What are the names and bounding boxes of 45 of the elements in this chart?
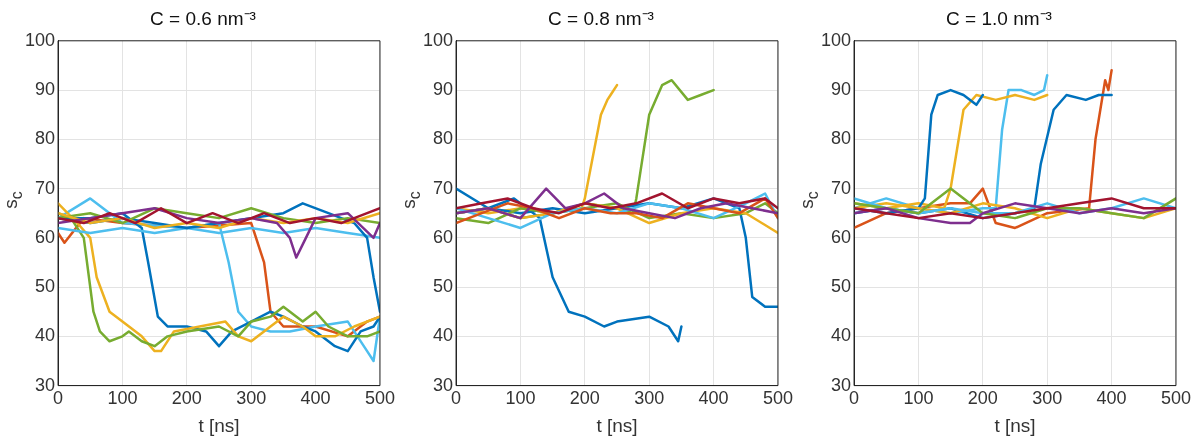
- x-tick-label: 0: [849, 388, 860, 409]
- y-tick-label: 80: [831, 128, 852, 149]
- x-tick-label: 400: [300, 388, 331, 409]
- x-axis-title: t [ns]: [596, 414, 638, 436]
- y-tick-label: 40: [433, 325, 454, 346]
- chart-title: C = 0.8 nm⁻³: [548, 7, 654, 29]
- x-tick-label: 200: [967, 388, 998, 409]
- chart-title: C = 1.0 nm⁻³: [946, 7, 1052, 29]
- x-tick-label: 500: [1160, 388, 1192, 409]
- y-tick-label: 80: [433, 128, 454, 149]
- x-axis-title: t [ns]: [994, 414, 1036, 436]
- y-tick-label: 60: [433, 226, 454, 247]
- y-tick-label: 90: [831, 79, 852, 100]
- x-tick-label: 0: [451, 388, 462, 409]
- x-tick-label: 400: [698, 388, 729, 409]
- y-tick-label: 70: [831, 177, 852, 198]
- x-tick-label: 0: [53, 388, 64, 409]
- y-tick-label: 60: [35, 226, 56, 247]
- y-tick-label: 100: [820, 29, 852, 50]
- x-tick-label: 500: [364, 388, 396, 409]
- y-tick-label: 90: [35, 79, 56, 100]
- x-tick-label: 100: [107, 388, 138, 409]
- y-tick-label: 70: [35, 177, 56, 198]
- y-tick-label: 80: [35, 128, 56, 149]
- x-axis-title: t [ns]: [198, 414, 240, 436]
- y-tick-label: 100: [422, 29, 454, 50]
- x-tick-label: 500: [762, 388, 794, 409]
- y-tick-label: 70: [433, 177, 454, 198]
- x-tick-label: 300: [634, 388, 665, 409]
- chart-title: C = 0.6 nm⁻³: [150, 7, 256, 29]
- x-tick-label: 300: [1032, 388, 1063, 409]
- y-tick-label: 50: [831, 276, 852, 297]
- y-tick-label: 100: [24, 29, 56, 50]
- y-tick-label: 40: [35, 325, 56, 346]
- y-tick-label: 40: [831, 325, 852, 346]
- x-tick-label: 100: [505, 388, 536, 409]
- y-tick-label: 90: [433, 79, 454, 100]
- x-tick-label: 200: [569, 388, 600, 409]
- x-tick-label: 300: [236, 388, 267, 409]
- x-tick-label: 400: [1096, 388, 1127, 409]
- y-tick-label: 50: [35, 276, 56, 297]
- x-tick-label: 200: [171, 388, 202, 409]
- y-tick-label: 60: [831, 226, 852, 247]
- y-tick-label: 50: [433, 276, 454, 297]
- x-tick-label: 100: [903, 388, 934, 409]
